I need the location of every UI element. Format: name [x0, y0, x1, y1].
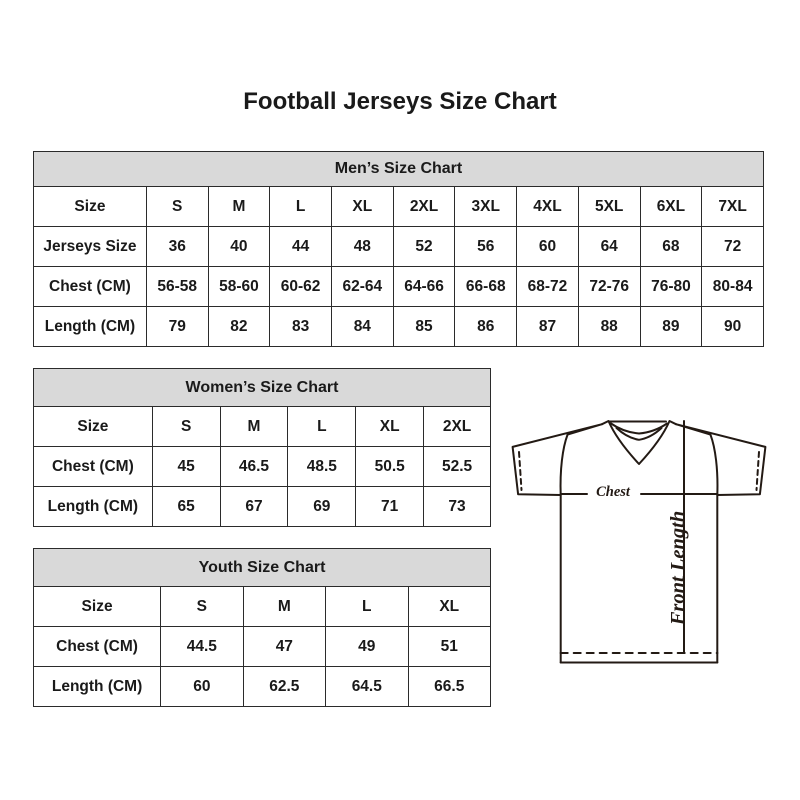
svg-text:Front Length: Front Length: [667, 511, 689, 627]
svg-text:Chest: Chest: [596, 484, 631, 500]
